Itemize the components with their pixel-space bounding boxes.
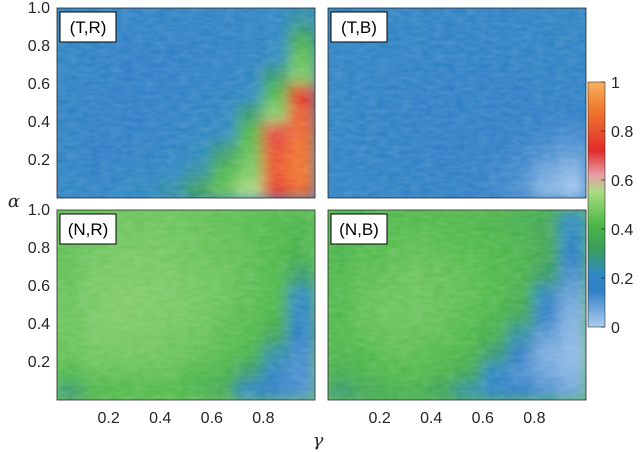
- y-tick-label: 0.2: [28, 354, 50, 371]
- panel-label-box: [59, 11, 117, 43]
- x-axis-label: γ: [313, 430, 324, 451]
- y-tick-label: 0.6: [28, 278, 50, 295]
- y-tick-label: 0.8: [28, 240, 50, 257]
- x-ticks-left: 0.2 0.4 0.6 0.8: [97, 410, 274, 427]
- y-tick-label: 0.6: [28, 76, 50, 93]
- panel-label-box: [330, 11, 388, 43]
- panel-label-box: [330, 213, 388, 245]
- panel-label: (T,B): [341, 18, 377, 37]
- x-tick-label: 0.4: [420, 410, 442, 427]
- y-ticks-top: 0.2 0.4 0.6 0.8 1.0: [28, 0, 50, 169]
- panel-frame: [327, 209, 587, 401]
- colorbar: 0 0.2 0.4 0.6 0.8 1: [587, 75, 633, 337]
- panel-label-box: [59, 213, 117, 245]
- panel-label: (N,R): [68, 220, 109, 239]
- colorbar-tick-label: 0: [611, 320, 620, 337]
- x-tick-label: 0.4: [149, 410, 171, 427]
- colorbar-gradient: [587, 81, 606, 328]
- y-tick-label: 0.8: [28, 38, 50, 55]
- x-ticks-right: 0.2 0.4 0.6 0.8: [368, 410, 545, 427]
- x-tick-label: 0.8: [252, 410, 274, 427]
- panel-frame: [327, 7, 587, 199]
- heatmap-cells: [328, 210, 586, 400]
- y-tick-label: 0.4: [28, 316, 50, 333]
- x-tick-label: 0.2: [368, 410, 390, 427]
- y-axis-label: α: [8, 191, 20, 212]
- panel-frame: [56, 209, 316, 401]
- x-tick-label: 0.6: [472, 410, 494, 427]
- colorbar-tick-label: 0.4: [611, 222, 633, 239]
- x-tick-label: 0.2: [97, 410, 119, 427]
- y-tick-label: 0.4: [28, 114, 50, 131]
- y-tick-label: 1.0: [28, 0, 50, 17]
- y-ticks-bottom: 0.2 0.4 0.6 0.8 1.0: [28, 202, 50, 371]
- colorbar-tick-label: 0.2: [611, 271, 633, 288]
- colorbar-tick-label: 0.8: [611, 124, 633, 141]
- x-tick-label: 0.6: [201, 410, 223, 427]
- panel-nr: (N,R): [56, 209, 316, 401]
- panel-frame: [56, 7, 316, 199]
- panel-tr: (T,R): [56, 7, 316, 199]
- x-tick-label: 0.8: [523, 410, 545, 427]
- colorbar-tick-label: 0.6: [611, 173, 633, 190]
- panel-nb: (N,B): [327, 209, 587, 401]
- y-tick-label: 1.0: [28, 202, 50, 219]
- colorbar-tick-label: 1: [611, 75, 620, 92]
- heatmap-cells: [328, 8, 586, 198]
- panel-label: (N,B): [339, 220, 379, 239]
- panel-tb: (T,B): [327, 7, 587, 199]
- panel-label: (T,R): [70, 18, 107, 37]
- y-tick-label: 0.2: [28, 152, 50, 169]
